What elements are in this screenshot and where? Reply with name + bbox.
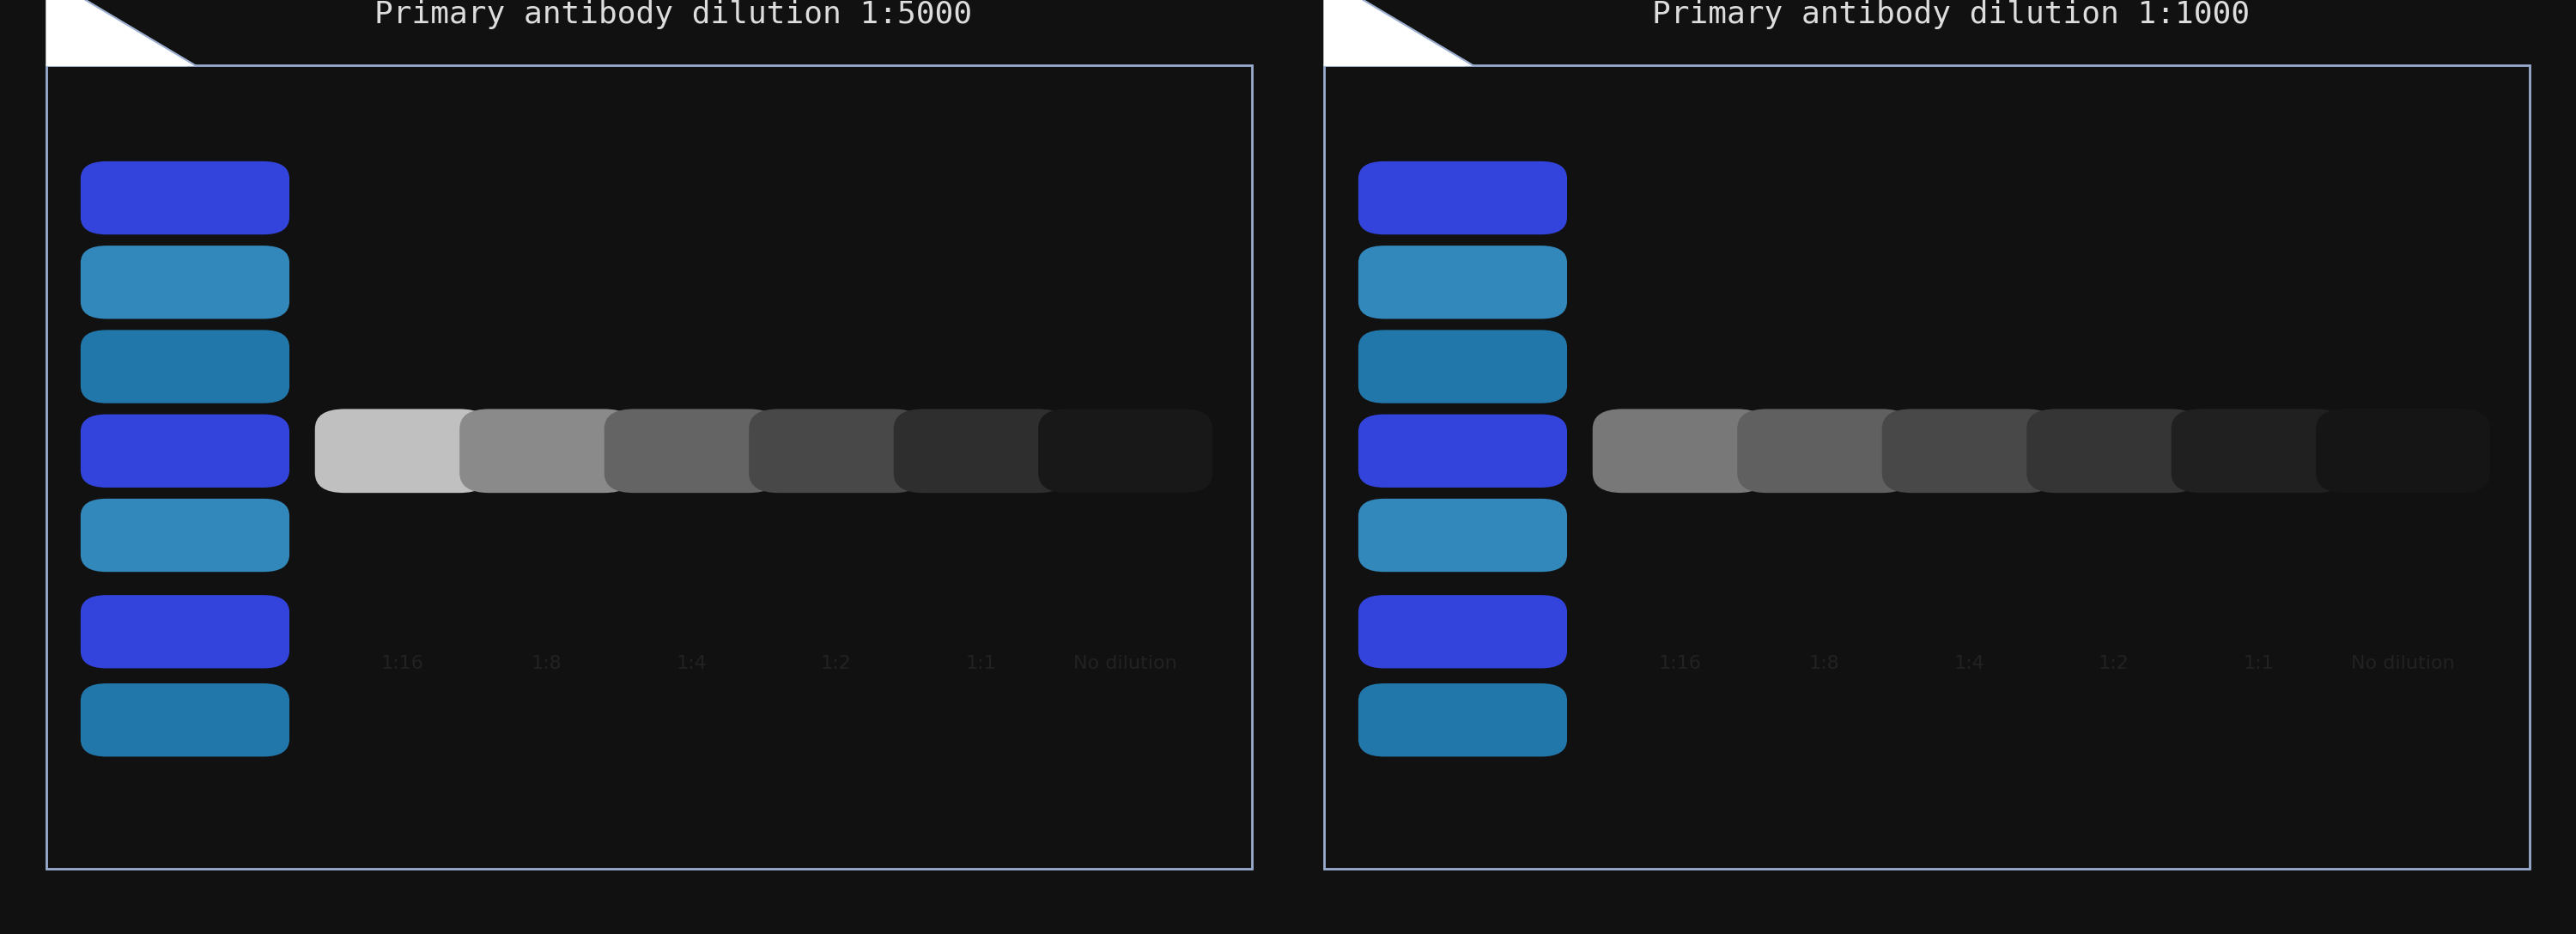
Text: No dilution: No dilution [1074,656,1177,672]
Text: 1:4: 1:4 [675,656,706,672]
FancyBboxPatch shape [80,595,289,669]
FancyBboxPatch shape [2027,409,2200,493]
FancyBboxPatch shape [80,162,289,234]
FancyBboxPatch shape [80,246,289,318]
FancyBboxPatch shape [1358,246,1566,318]
Text: 1:16: 1:16 [381,656,422,672]
FancyBboxPatch shape [1358,595,1566,669]
FancyBboxPatch shape [2316,409,2491,493]
Text: 1:2: 1:2 [2099,656,2128,672]
Text: Primary antibody dilution 1:5000: Primary antibody dilution 1:5000 [374,0,971,29]
FancyBboxPatch shape [1358,330,1566,403]
FancyBboxPatch shape [1358,415,1566,488]
Text: No dilution: No dilution [2352,656,2455,672]
FancyBboxPatch shape [80,499,289,572]
FancyBboxPatch shape [1038,409,1213,493]
FancyBboxPatch shape [1358,684,1566,757]
Text: 1:1: 1:1 [966,656,997,672]
FancyBboxPatch shape [894,409,1069,493]
Text: 1:1: 1:1 [2244,656,2275,672]
Text: 1:8: 1:8 [1808,656,1839,672]
FancyBboxPatch shape [1358,162,1566,234]
FancyBboxPatch shape [1736,409,1911,493]
Polygon shape [1324,0,1473,65]
FancyBboxPatch shape [80,415,289,488]
Text: A: A [41,0,59,1]
Text: 1:4: 1:4 [1953,656,1984,672]
FancyBboxPatch shape [1592,409,1767,493]
Polygon shape [46,0,196,65]
Text: 1:16: 1:16 [1659,656,1700,672]
FancyBboxPatch shape [459,409,634,493]
FancyBboxPatch shape [80,684,289,757]
FancyBboxPatch shape [80,330,289,403]
FancyBboxPatch shape [314,409,489,493]
FancyBboxPatch shape [750,409,922,493]
Text: 1:2: 1:2 [822,656,850,672]
Text: Primary antibody dilution 1:1000: Primary antibody dilution 1:1000 [1651,0,2249,29]
FancyBboxPatch shape [1358,499,1566,572]
Text: 1:8: 1:8 [531,656,562,672]
FancyBboxPatch shape [1883,409,2056,493]
FancyBboxPatch shape [2172,409,2347,493]
Text: B: B [1319,0,1337,1]
FancyBboxPatch shape [605,409,778,493]
